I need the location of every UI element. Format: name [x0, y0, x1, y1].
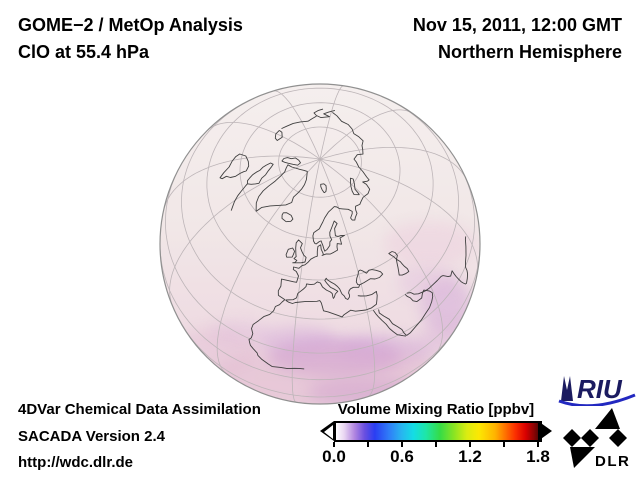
dlr-logo: DLR — [563, 408, 630, 470]
riu-logo: RIU — [558, 374, 636, 406]
plot-title: GOME−2 / MetOp Analysis — [18, 15, 243, 35]
wdc-url: http://wdc.dlr.de — [18, 454, 133, 471]
colorbar-minor-tick — [469, 442, 471, 447]
colorbar-minor-tick — [435, 442, 437, 447]
colorbar-minor-tick — [367, 442, 369, 447]
pressure-level-label: ClO at 55.4 hPa — [18, 42, 150, 62]
colorbar-tick-labels: 0.0 0.6 1.2 1.8 — [322, 447, 550, 467]
footer-left: 4DVar Chemical Data Assimilation SACADA … — [18, 397, 261, 477]
header-right: Nov 15, 2011, 12:00 GMT Northern Hemisph… — [413, 12, 622, 66]
riu-swoosh — [558, 393, 636, 406]
colorbar-minor-tick — [503, 442, 505, 447]
header-left: GOME−2 / MetOp Analysis ClO at 55.4 hPa — [18, 12, 243, 66]
graticule-grid — [160, 85, 480, 404]
colorbar-gradient — [334, 421, 542, 442]
colorbar-left-arrow-fill — [324, 424, 333, 439]
colorbar-ticks — [333, 442, 539, 448]
colorbar-title: Volume Mixing Ratio [ppbv] — [337, 401, 535, 418]
hemisphere-label: Northern Hemisphere — [437, 42, 622, 62]
colorbar-right-arrow — [538, 421, 552, 441]
globe-outline — [159, 83, 481, 405]
dlr-emblem-icon — [563, 408, 627, 468]
colorbar-tick-label: 0.6 — [390, 447, 414, 466]
dlr-logo-text: DLR — [595, 453, 630, 470]
colorbar-tick-label: 0.0 — [322, 447, 346, 466]
riu-logo-text: RIU — [577, 374, 623, 404]
assimilation-label: 4DVar Chemical Data Assimilation — [18, 401, 261, 418]
colorbar-tick-label: 1.2 — [458, 447, 482, 466]
colorbar-minor-tick — [537, 442, 539, 447]
cathedral-icon — [561, 376, 573, 401]
colorbar-minor-tick — [333, 442, 335, 447]
colorbar-tick-label: 1.8 — [526, 447, 550, 466]
version-label: SACADA Version 2.4 — [18, 427, 165, 445]
colorbar-minor-tick — [401, 442, 403, 447]
coastlines — [219, 108, 469, 370]
timestamp: Nov 15, 2011, 12:00 GMT — [412, 15, 622, 35]
